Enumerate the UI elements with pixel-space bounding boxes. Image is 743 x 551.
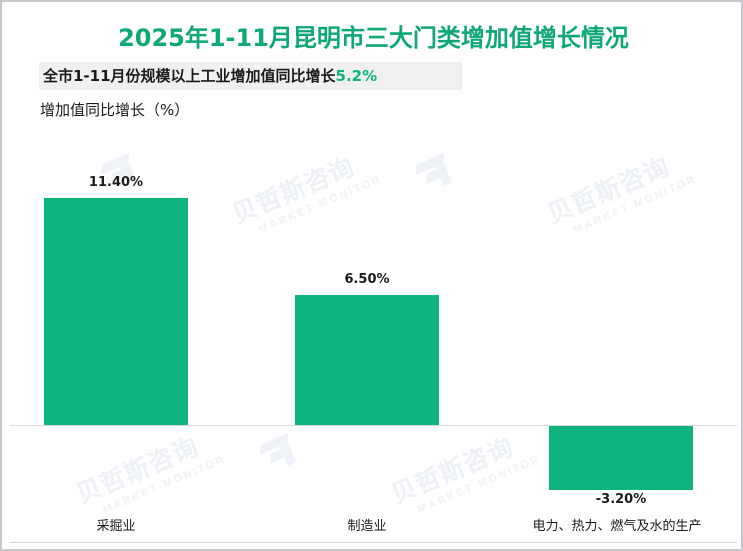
category-label-2: 电力、热力、燃气及水的生产 <box>532 519 702 534</box>
bar-1[interactable] <box>295 295 439 425</box>
bar-0[interactable] <box>44 198 188 425</box>
subtitle-value: 5.2% <box>335 67 378 85</box>
bar-2[interactable] <box>549 426 693 490</box>
subtitle-highlight-band <box>39 62 462 90</box>
bar-label-2: -3.20% <box>595 492 647 507</box>
bar-label-1: 6.50% <box>344 272 390 287</box>
bar-label-0: 11.40% <box>88 175 144 190</box>
chart-subtitle: 全市1-11月份规模以上工业增加值同比增长5.2% <box>43 65 377 86</box>
y-axis-label: 增加值同比增长（%） <box>40 101 190 119</box>
zero-baseline <box>10 425 737 426</box>
plot-area: 11.40% 6.50% -3.20% <box>10 126 737 507</box>
chart-title: 2025年1-11月昆明市三大门类增加值增长情况 <box>118 24 629 52</box>
category-label-0: 采掘业 <box>96 519 136 534</box>
category-axis-line <box>10 542 737 543</box>
category-label-1: 制造业 <box>347 519 387 534</box>
subtitle-text: 全市1-11月份规模以上工业增加值同比增长 <box>43 67 336 85</box>
